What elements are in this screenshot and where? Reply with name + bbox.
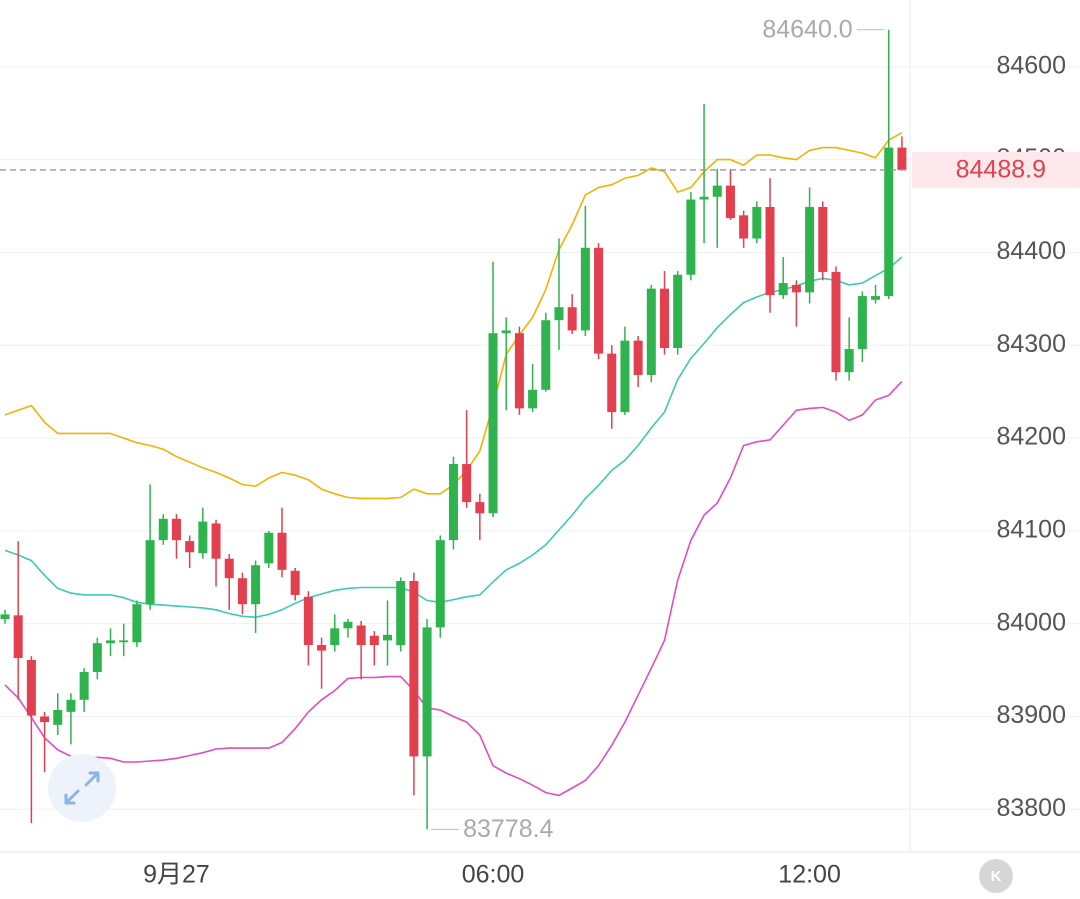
candle-body — [607, 353, 617, 413]
candle-body — [40, 716, 50, 723]
candle-body — [554, 307, 564, 321]
candle-body — [435, 540, 445, 628]
candle-body — [660, 288, 669, 349]
candle-body — [119, 640, 129, 643]
candle-body — [871, 296, 881, 300]
candle-body — [857, 296, 867, 349]
candle-body — [884, 147, 894, 297]
candle-body — [343, 621, 353, 629]
band-line — [4, 132, 903, 500]
candle-body — [317, 645, 327, 651]
candle-body — [13, 615, 23, 659]
candle-body — [264, 532, 274, 564]
candle-body — [752, 206, 762, 239]
expand-button-bg[interactable] — [48, 754, 116, 822]
last-price-label: 84488.9 — [956, 156, 1046, 184]
candle-body — [646, 288, 656, 375]
band-line — [4, 256, 903, 619]
band-line — [4, 380, 903, 797]
candle-body — [171, 518, 181, 541]
y-tick-label: 84100 — [996, 515, 1066, 543]
candle-body — [303, 596, 313, 646]
kline-button-label[interactable]: K — [991, 868, 1002, 885]
candle-body — [488, 333, 498, 514]
candle-body — [620, 340, 630, 413]
candle-body — [66, 699, 76, 712]
candle-body — [778, 283, 788, 296]
candle-body — [739, 215, 749, 239]
candle-body — [514, 333, 524, 409]
candle-body — [818, 206, 828, 272]
candle-body — [725, 185, 735, 219]
candle-body — [396, 580, 406, 646]
candle-body — [277, 532, 287, 570]
candle-body — [541, 320, 551, 390]
candle-body — [528, 389, 538, 409]
candle-body — [448, 464, 458, 541]
candle-body — [211, 523, 221, 559]
expand-icon[interactable] — [64, 771, 100, 805]
candle-body — [699, 196, 709, 200]
candle-body — [805, 206, 815, 293]
candle-body — [409, 580, 419, 757]
candle-body — [224, 558, 234, 579]
candle-body — [712, 185, 722, 197]
expand-button[interactable] — [48, 754, 116, 822]
candle-body — [290, 570, 300, 595]
kline-button-bg[interactable] — [979, 859, 1013, 893]
candle-body — [633, 340, 643, 375]
candle-body — [198, 521, 208, 554]
candle-body — [567, 307, 577, 331]
candle-body — [897, 147, 907, 170]
candle-body — [369, 635, 379, 646]
y-tick-label: 83800 — [996, 794, 1066, 822]
candle-body — [356, 625, 366, 646]
candle-body — [580, 247, 590, 331]
candle-body — [686, 199, 696, 275]
kline-button[interactable]: K — [979, 859, 1013, 893]
candle-body — [53, 710, 63, 725]
candle-body — [475, 502, 485, 514]
candle-body — [0, 614, 10, 620]
candle-body — [237, 578, 247, 605]
candle-body — [26, 659, 36, 716]
x-tick-label: 12:00 — [778, 861, 841, 889]
candle-body — [106, 640, 116, 644]
candle-body — [673, 274, 683, 349]
candle-body — [185, 541, 195, 553]
last-price-box — [912, 151, 1080, 188]
candle-body — [251, 565, 261, 605]
y-tick-label: 84200 — [996, 423, 1066, 451]
candle-body — [831, 271, 841, 373]
candle-body — [383, 634, 393, 641]
y-tick-label: 84000 — [996, 608, 1066, 636]
x-tick-label: 9月27 — [143, 861, 210, 889]
candle-body — [791, 284, 801, 293]
candle-body — [501, 330, 511, 334]
y-tick-label: 84600 — [996, 51, 1066, 79]
low-label: 83778.4 — [463, 815, 553, 843]
x-tick-label: 06:00 — [462, 861, 525, 889]
candle-body — [330, 628, 340, 646]
candle-body — [594, 247, 604, 354]
candle-body — [92, 643, 102, 672]
candle-body — [132, 604, 142, 643]
y-tick-label: 83900 — [996, 701, 1066, 729]
high-label: 84640.0 — [762, 15, 852, 43]
candle-body — [79, 671, 89, 700]
candle-body — [844, 348, 854, 373]
candle-body — [145, 540, 155, 605]
candle-body — [422, 627, 432, 757]
candle-body — [765, 206, 775, 296]
candle-body — [462, 464, 472, 503]
y-tick-label: 84400 — [996, 237, 1066, 265]
candle-body — [158, 518, 168, 541]
y-tick-label: 84300 — [996, 330, 1066, 358]
